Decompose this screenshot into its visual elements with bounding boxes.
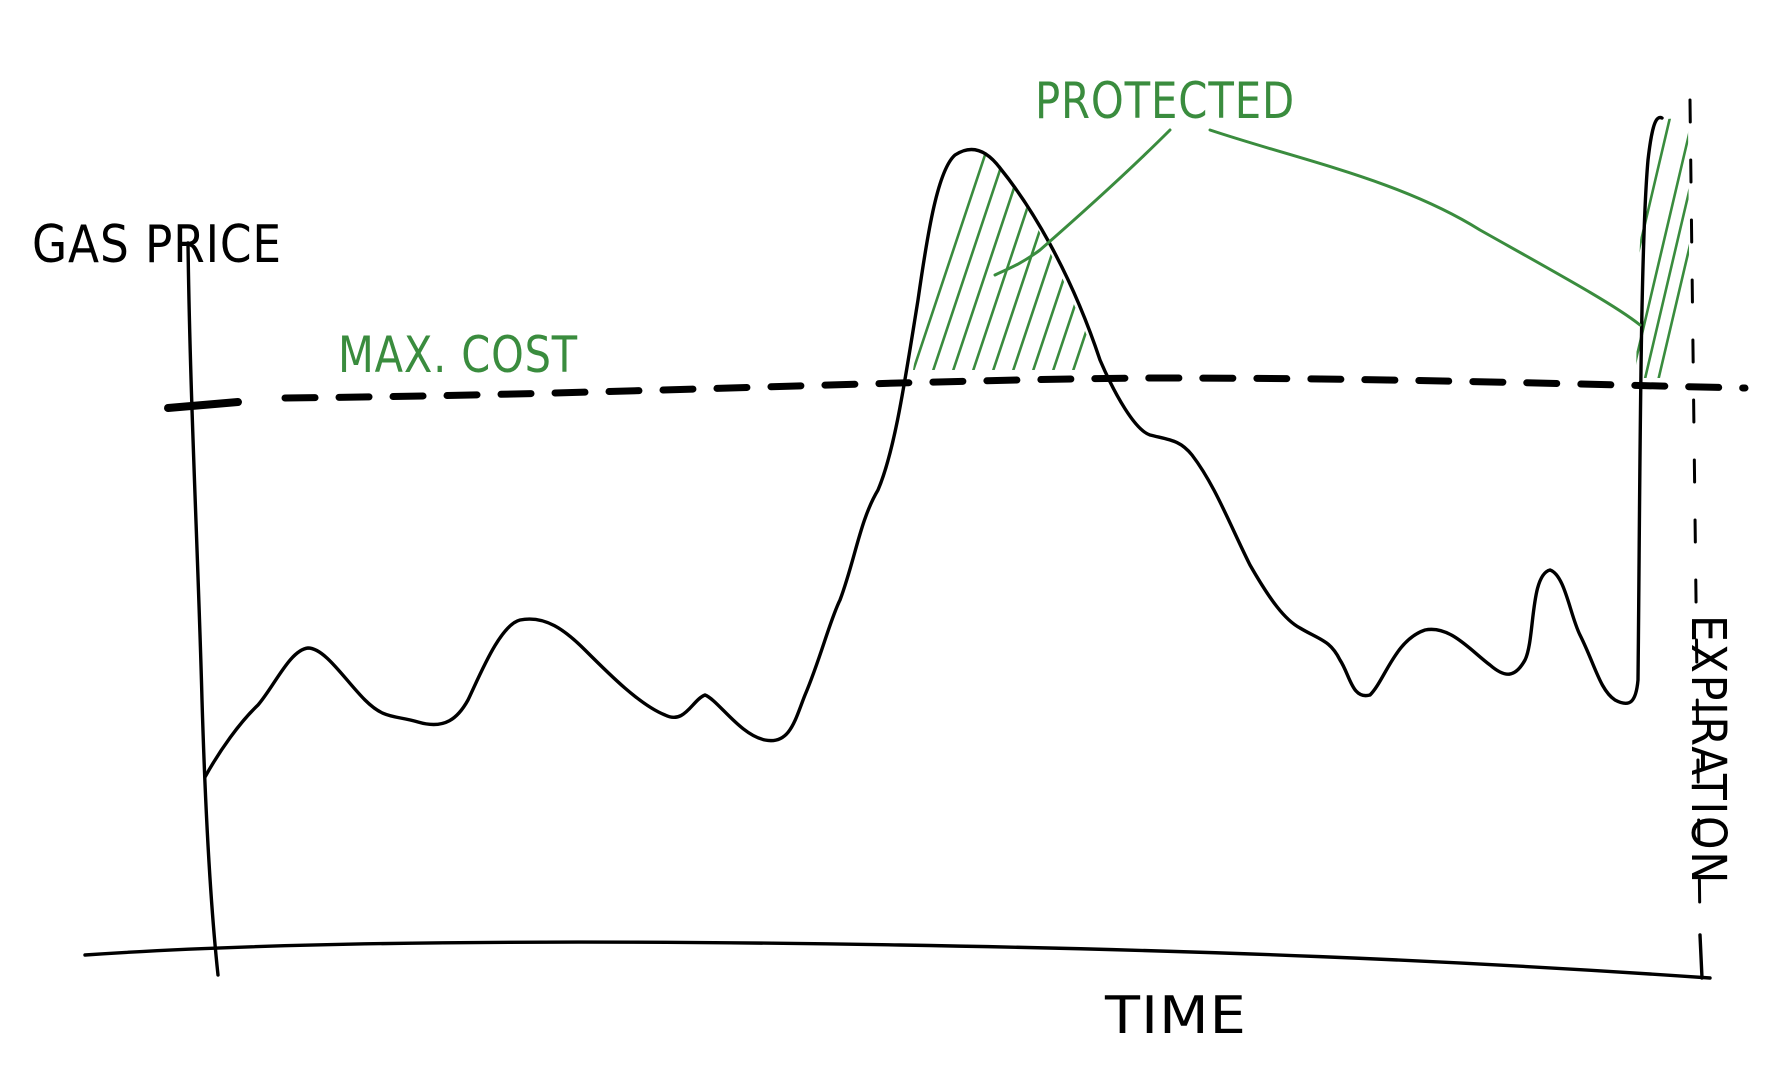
y-axis-line xyxy=(186,241,220,977)
protected-area-hatch-1 xyxy=(913,150,1100,370)
x-axis-label: TIME xyxy=(1104,986,1247,1046)
expiration-line xyxy=(1688,98,1702,932)
max-cost-line xyxy=(281,374,1749,402)
protected-label: PROTECTED xyxy=(1035,72,1295,130)
expiration-label: EXPIRATION xyxy=(1680,615,1736,885)
y-axis-label: GAS PRICE xyxy=(32,215,282,275)
protected-leader-1 xyxy=(993,128,1172,277)
gas-price-curve xyxy=(203,115,1664,779)
protected-leader-2 xyxy=(1208,128,1642,327)
x-axis-line xyxy=(83,940,1712,980)
max-cost-tick xyxy=(164,398,242,412)
expiration-tick xyxy=(1698,933,1704,980)
protected-area-hatch-2 xyxy=(1636,118,1690,378)
max-cost-label: MAX. COST xyxy=(338,326,578,384)
